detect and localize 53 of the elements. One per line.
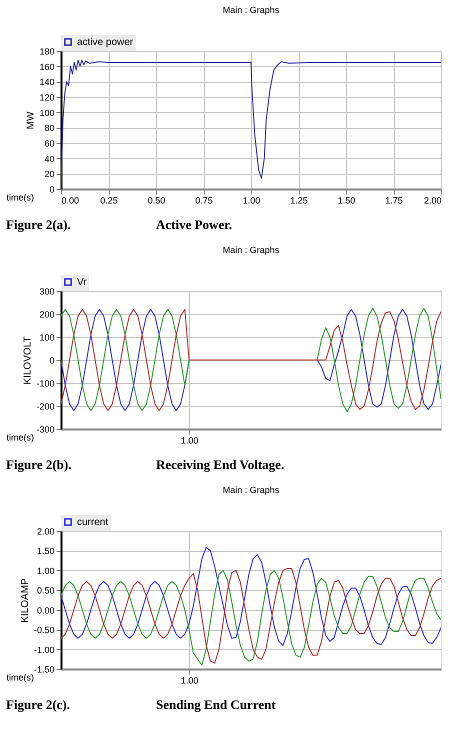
y-tick-label: 160 (39, 62, 54, 72)
chart-title: Main : Graphs (222, 485, 280, 495)
y-tick-label: 0 (49, 356, 54, 366)
y-axis-title: MW (25, 111, 36, 130)
y-tick-label: 1.00 (36, 566, 54, 576)
x-tick-label: 1.00 (242, 196, 260, 206)
y-tick-label: 80 (44, 123, 54, 134)
y-tick-label: 0.00 (36, 605, 54, 616)
y-tick-label: 20 (44, 169, 54, 180)
y-tick-label: -200 (36, 402, 54, 412)
y-tick-label: -1.50 (34, 664, 54, 674)
y-tick-label: 120 (39, 92, 54, 102)
y-tick-label: 200 (39, 310, 54, 320)
chart-title: Main : Graphs (222, 5, 280, 15)
y-axis-title: KILOAMP (20, 578, 31, 623)
x-tick-label: 0.50 (148, 196, 166, 206)
y-tick-label: 180 (39, 46, 54, 56)
y-tick-label: 300 (39, 286, 54, 296)
legend-label: active power (77, 37, 134, 48)
y-axis-title: KILOVOLT (22, 336, 34, 385)
x-tick-label: 1.25 (290, 196, 308, 206)
legend-label: current (77, 517, 108, 528)
x-tick-label: 2.00 (424, 196, 442, 206)
chart-title: Main : Graphs (222, 245, 280, 255)
y-tick-label: 100 (39, 108, 54, 118)
y-tick-label: 40 (44, 154, 54, 164)
y-tick-label: 140 (39, 77, 54, 88)
x-tick-label: 1.50 (338, 196, 356, 206)
y-tick-label: -1.00 (34, 644, 54, 655)
y-tick-label: -100 (36, 378, 54, 388)
text: Receiving End Voltage. (156, 457, 284, 472)
y-tick-label: 60 (44, 138, 54, 148)
y-tick-label: 100 (39, 332, 54, 342)
caption: Figure 2(c). (6, 697, 70, 712)
x-axis-title: time(s) (6, 672, 34, 682)
y-tick-label: 0.50 (36, 586, 54, 596)
x-tick-label: 0.00 (62, 196, 80, 206)
x-axis-title: time(s) (6, 432, 34, 442)
x-tick-label: 0.75 (195, 196, 213, 206)
line-series (61, 547, 441, 646)
y-tick-label: 2.00 (36, 526, 54, 536)
caption: Figure 2(b). (6, 457, 72, 472)
legend-label: Vr (77, 277, 88, 288)
x-axis-title: time(s) (6, 192, 34, 202)
y-tick-label: -300 (36, 424, 54, 434)
x-tick-label: 1.75 (385, 196, 403, 206)
y-tick-label: 0 (49, 184, 54, 194)
text: Active Power. (156, 217, 232, 232)
caption: Figure 2(a). (6, 217, 71, 232)
text: Sending End Current (156, 697, 276, 712)
y-tick-label: 1.50 (36, 546, 54, 556)
x-tick-label: 0.25 (100, 196, 118, 206)
y-tick-label: -0.50 (34, 625, 54, 636)
